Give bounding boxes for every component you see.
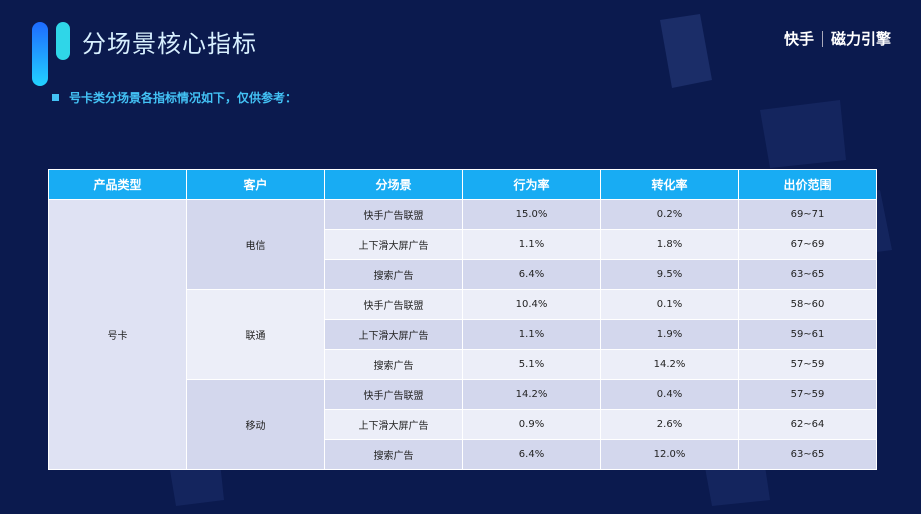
cell: 搜索广告 — [324, 259, 463, 290]
cell: 1.1% — [462, 229, 601, 260]
cell: 上下滑大屏广告 — [324, 229, 463, 260]
cell: 1.8% — [600, 229, 739, 260]
cell: 63~65 — [738, 259, 877, 290]
cell: 14.2% — [462, 379, 601, 410]
data-table: 产品类型 客户 分场景 行为率 转化率 出价范围 号卡 电信 快手广告联盟 15.0% 0.2% 69… — [48, 169, 877, 470]
carrier-cell: 电信 — [186, 199, 325, 290]
cell: 2.6% — [600, 409, 739, 440]
cell: 0.2% — [600, 199, 739, 230]
cell: 58~60 — [738, 289, 877, 320]
cell: 1.1% — [462, 319, 601, 350]
cell: 0.1% — [600, 289, 739, 320]
cell: 57~59 — [738, 349, 877, 380]
cell: 快手广告联盟 — [324, 199, 463, 230]
table-row: 联通 快手广告联盟 10.4% 0.1% 58~60 — [49, 289, 877, 380]
cell: 59~61 — [738, 319, 877, 350]
cell: 1.9% — [600, 319, 739, 350]
cell: 上下滑大屏广告 — [324, 409, 463, 440]
cell: 6.4% — [462, 439, 601, 470]
cell: 10.4% — [462, 289, 601, 320]
cell: 12.0% — [600, 439, 739, 470]
cell: 快手广告联盟 — [324, 289, 463, 320]
carrier-cell: 移动 — [186, 379, 325, 470]
header-cell: 行为率 — [462, 169, 601, 200]
header-cell: 客户 — [186, 169, 325, 200]
cell: 快手广告联盟 — [324, 379, 463, 410]
header-cell: 产品类型 — [48, 169, 187, 200]
cell: 57~59 — [738, 379, 877, 410]
table-row: 上下滑大屏广告 1.1% 1.9% 59~61 — [49, 319, 877, 350]
cell: 62~64 — [738, 409, 877, 440]
header-cell: 出价范围 — [738, 169, 877, 200]
cell: 15.0% — [462, 199, 601, 230]
cell: 69~71 — [738, 199, 877, 230]
cell: 67~69 — [738, 229, 877, 260]
product-cell: 号卡 — [48, 199, 187, 470]
table-row: 搜索广告 6.4% 9.5% 63~65 — [49, 259, 877, 290]
cell: 6.4% — [462, 259, 601, 290]
table-row: 搜索广告 6.4% 12.0% 63~65 — [49, 439, 877, 470]
brand-kuaishou: 快手 — [783, 30, 814, 48]
header-cell: 转化率 — [600, 169, 739, 200]
cell: 上下滑大屏广告 — [324, 319, 463, 350]
table-row: 上下滑大屏广告 1.1% 1.8% 67~69 — [49, 229, 877, 260]
subtitle-text: 号卡类分场景各指标情况如下，仅供参考： — [69, 91, 298, 105]
cell: 搜索广告 — [324, 349, 463, 380]
carrier-cell: 联通 — [186, 289, 325, 380]
cell: 14.2% — [600, 349, 739, 380]
title: 分场景核心指标 — [82, 30, 257, 58]
cell: 0.9% — [462, 409, 601, 440]
subtitle: 号卡类分场景各指标情况如下，仅供参考： — [52, 89, 297, 106]
brand: 快手 磁力引擎 — [784, 28, 891, 49]
cell: 0.4% — [600, 379, 739, 410]
table-row: 号卡 电信 快手广告联盟 15.0% 0.2% 69~71 — [48, 199, 877, 470]
table-row: 移动 快手广告联盟 14.2% 0.4% 57~59 — [49, 379, 877, 470]
brand-cili: 磁力引擎 — [830, 30, 891, 48]
cell: 搜索广告 — [324, 439, 463, 470]
table-row: 搜索广告 5.1% 14.2% 57~59 — [49, 349, 877, 380]
header-cell: 分场景 — [324, 169, 463, 200]
cell: 9.5% — [600, 259, 739, 290]
cell: 5.1% — [462, 349, 601, 380]
cell: 63~65 — [738, 439, 877, 470]
